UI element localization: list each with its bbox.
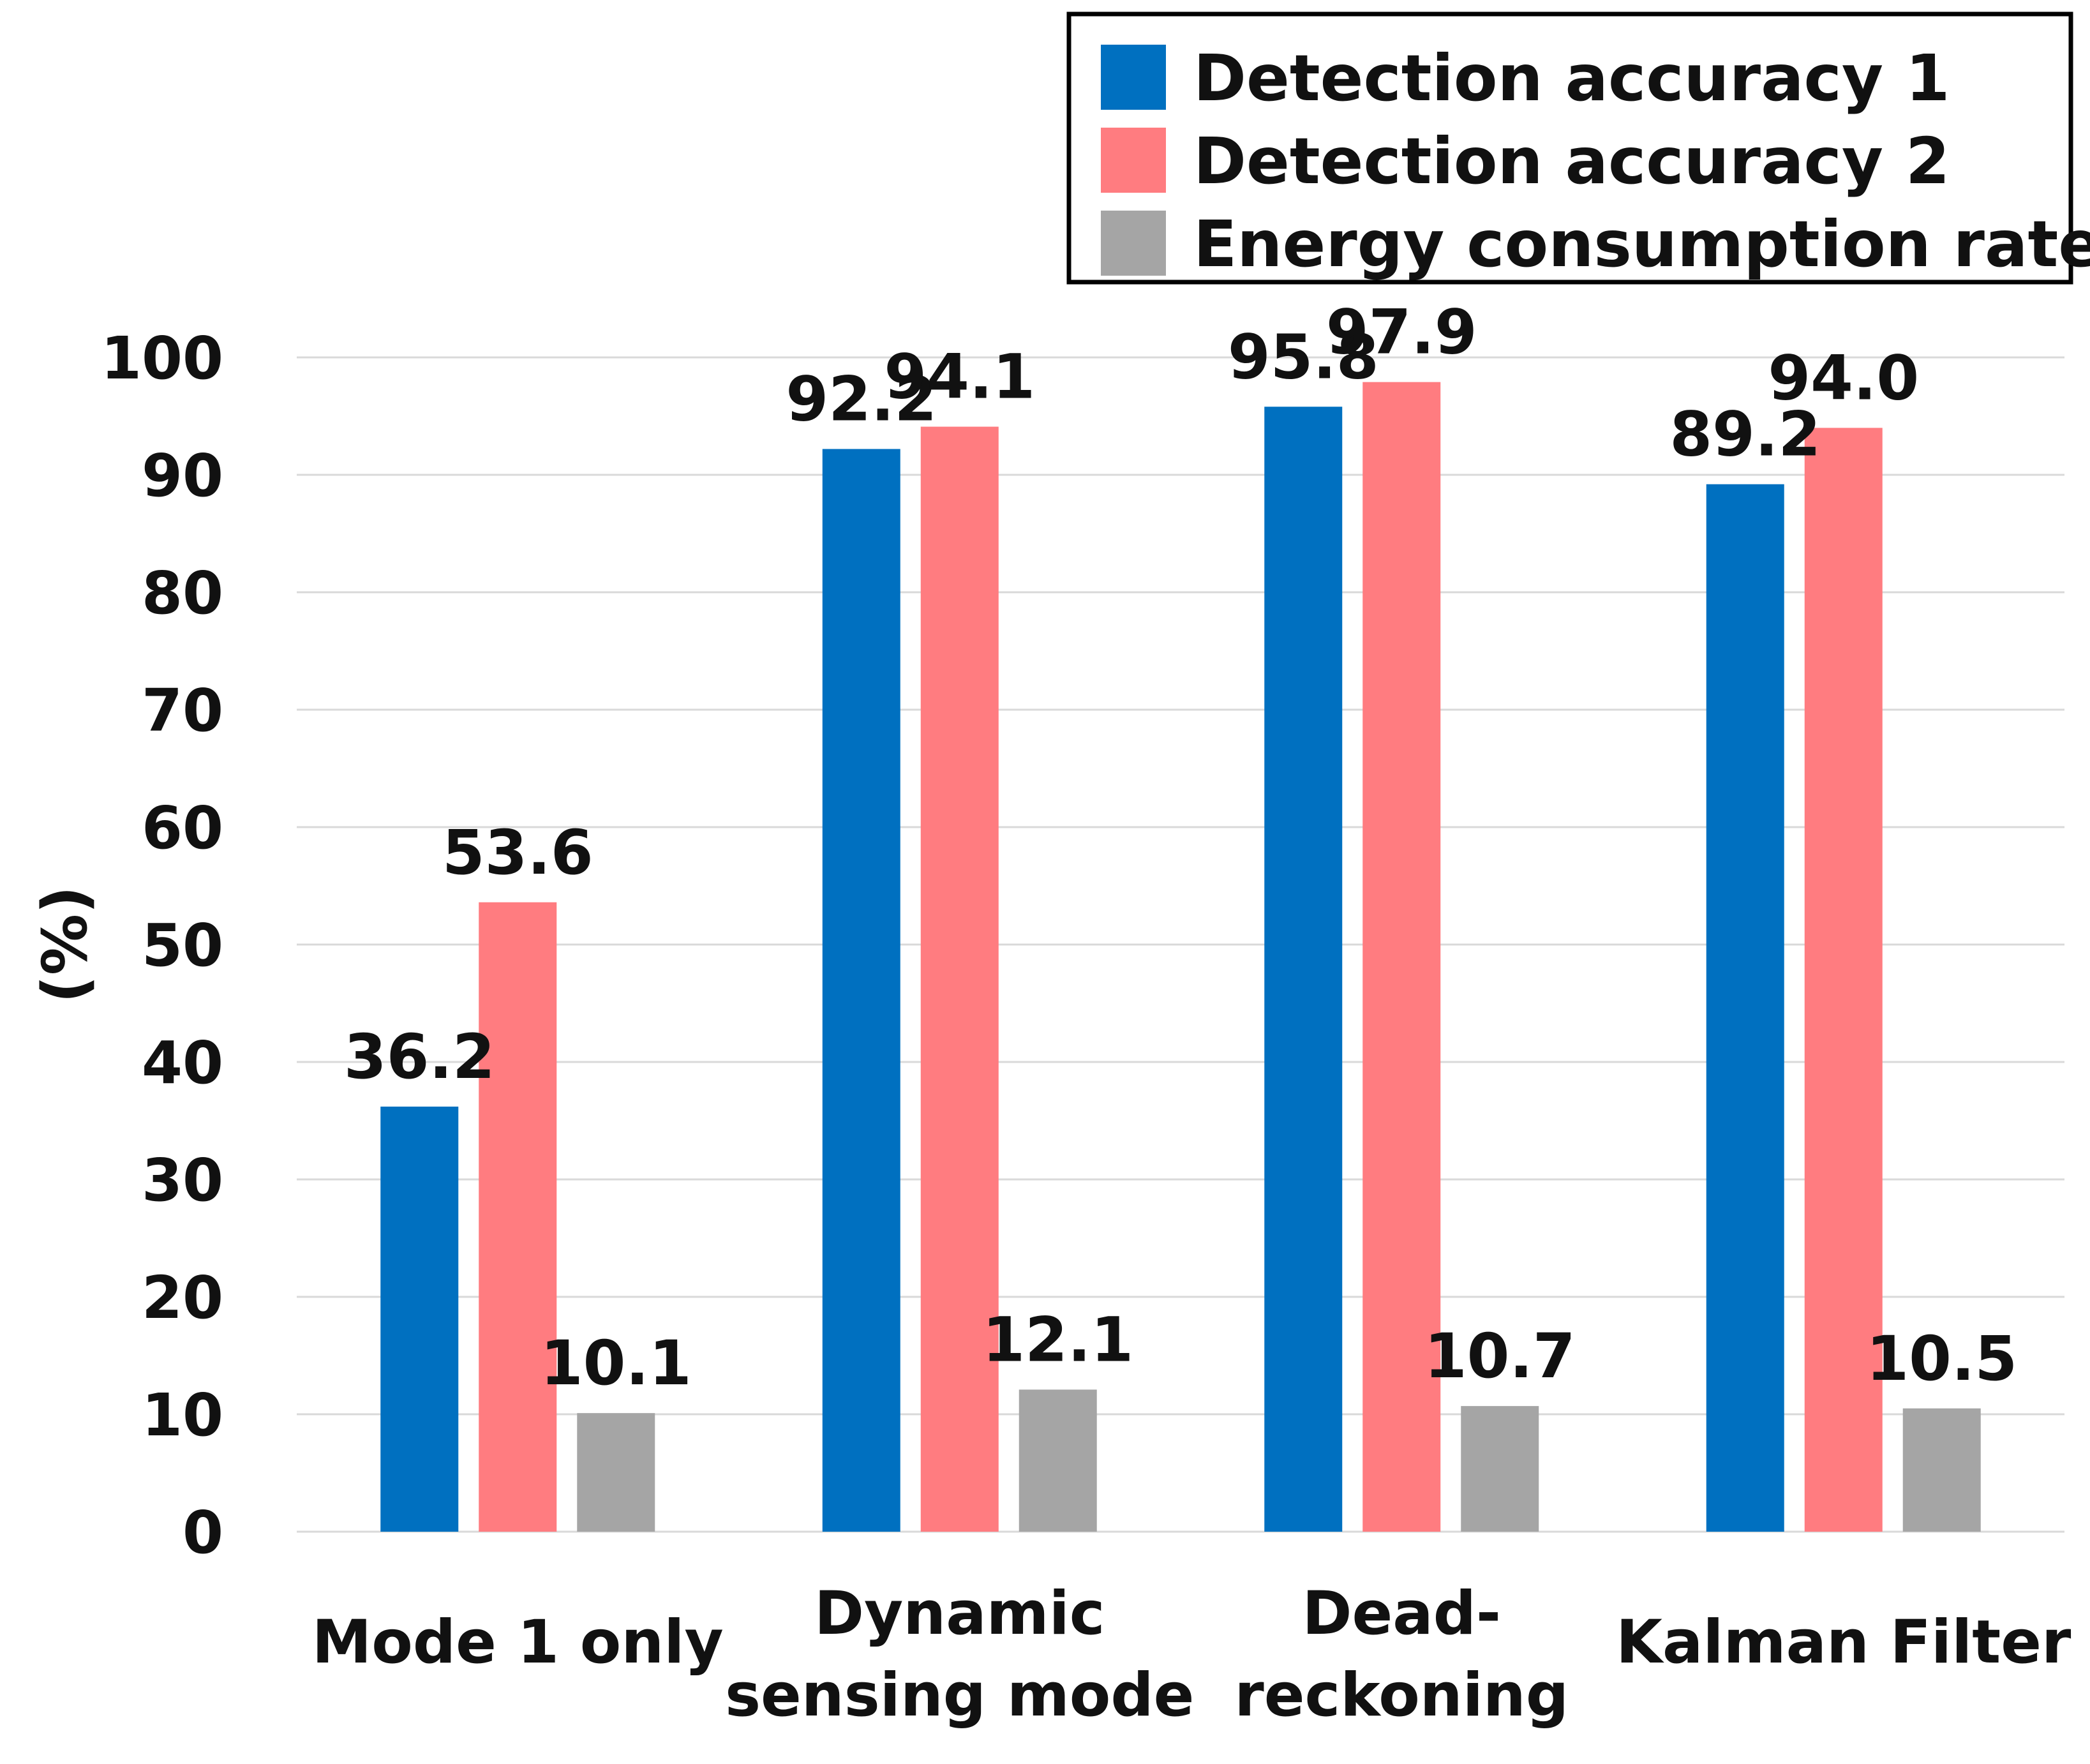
data-label: 92.2 [786, 364, 937, 435]
data-label: 89.2 [1669, 399, 1821, 470]
y-axis-title: (%) [29, 886, 101, 1003]
data-label: 97.9 [1326, 297, 1477, 368]
data-label: 36.2 [344, 1021, 495, 1093]
x-category-label: Dead- [1302, 1579, 1501, 1648]
x-category-label: Kalman Filter [1616, 1608, 2071, 1677]
y-axis: 0 10 20 30 40 50 60 70 80 90 100 [101, 324, 223, 1567]
y-tick-label: 80 [142, 559, 223, 627]
legend-entry-label: Detection accuracy 1 [1193, 41, 1950, 116]
legend-box [1066, 11, 2073, 285]
y-tick-label: 10 [142, 1381, 223, 1449]
data-label: 10.7 [1424, 1320, 1576, 1392]
y-tick-label: 70 [142, 676, 223, 745]
y-tick-label: 40 [142, 1029, 223, 1097]
bar [1804, 428, 1883, 1532]
data-labels: 36.2 53.6 10.1 92.294.1 12.1 95.897.9 10.7 89.2… [344, 297, 2017, 1400]
y-tick-label: 30 [142, 1146, 223, 1215]
y-tick-label: 90 [142, 442, 223, 510]
data-label: 95.8 [1228, 321, 1379, 392]
bar [380, 1106, 459, 1532]
legend-entry-label: Energy consumption rate [1193, 207, 2090, 281]
legend-entry-label: Detection accuracy 2 [1193, 124, 1950, 198]
bar [1461, 1406, 1539, 1532]
legend-swatch [1101, 211, 1166, 276]
data-label: 94.1 [884, 341, 1035, 413]
legend-swatch [1101, 45, 1166, 110]
x-category-label: sensing mode [725, 1661, 1194, 1730]
bar [920, 426, 999, 1532]
x-axis: Mode 1 only Dynamic sensing mode Dead-recko… [312, 1579, 2071, 1730]
bars [380, 382, 1981, 1532]
bar [1019, 1389, 1097, 1532]
bar [1706, 484, 1784, 1532]
data-label: 94.0 [1768, 342, 1919, 414]
y-tick-label: 60 [142, 794, 223, 862]
x-category-label: reckoning [1234, 1661, 1569, 1730]
bar [479, 902, 557, 1532]
y-tick-label: 0 [183, 1499, 223, 1567]
bar [822, 449, 900, 1532]
bar [1362, 382, 1441, 1532]
x-category-label: Dynamic [814, 1579, 1105, 1648]
legend: Detection accuracy 1 Detection accuracy 2… [1066, 11, 2090, 285]
x-category-label: Mode 1 only [312, 1608, 724, 1677]
y-tick-label: 100 [101, 324, 223, 392]
bar [1264, 407, 1343, 1532]
bar [1902, 1408, 1981, 1532]
y-tick-label: 20 [142, 1264, 223, 1332]
data-label: 53.6 [442, 817, 593, 888]
y-tick-label: 50 [142, 911, 223, 980]
data-label: 10.5 [1866, 1323, 2017, 1394]
legend-swatch [1101, 128, 1166, 193]
bar [577, 1413, 655, 1532]
data-label: 10.1 [541, 1327, 692, 1399]
data-label: 12.1 [982, 1304, 1133, 1375]
